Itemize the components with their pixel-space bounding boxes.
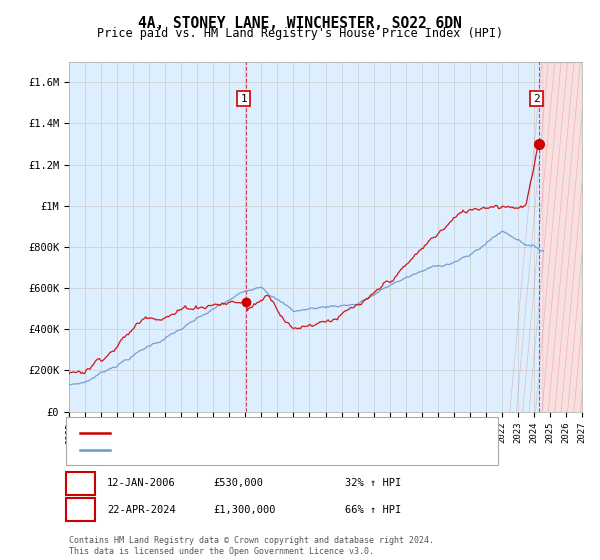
Text: HPI: Average price, detached house, Winchester: HPI: Average price, detached house, Winc… <box>117 445 387 455</box>
Text: 1: 1 <box>77 478 84 488</box>
Text: 4A, STONEY LANE, WINCHESTER, SO22 6DN (detached house): 4A, STONEY LANE, WINCHESTER, SO22 6DN (d… <box>117 428 434 437</box>
Bar <box>542 62 582 412</box>
Text: 32% ↑ HPI: 32% ↑ HPI <box>345 478 401 488</box>
Text: Price paid vs. HM Land Registry's House Price Index (HPI): Price paid vs. HM Land Registry's House … <box>97 27 503 40</box>
Text: 2: 2 <box>533 94 540 104</box>
Text: 22-APR-2024: 22-APR-2024 <box>107 505 176 515</box>
Text: 1: 1 <box>240 94 247 104</box>
Text: £530,000: £530,000 <box>213 478 263 488</box>
Bar <box>542 62 582 412</box>
Text: £1,300,000: £1,300,000 <box>213 505 275 515</box>
Text: 66% ↑ HPI: 66% ↑ HPI <box>345 505 401 515</box>
Text: 12-JAN-2006: 12-JAN-2006 <box>107 478 176 488</box>
Text: 2: 2 <box>77 505 84 515</box>
Text: 4A, STONEY LANE, WINCHESTER, SO22 6DN: 4A, STONEY LANE, WINCHESTER, SO22 6DN <box>138 16 462 31</box>
Text: Contains HM Land Registry data © Crown copyright and database right 2024.
This d: Contains HM Land Registry data © Crown c… <box>69 536 434 556</box>
